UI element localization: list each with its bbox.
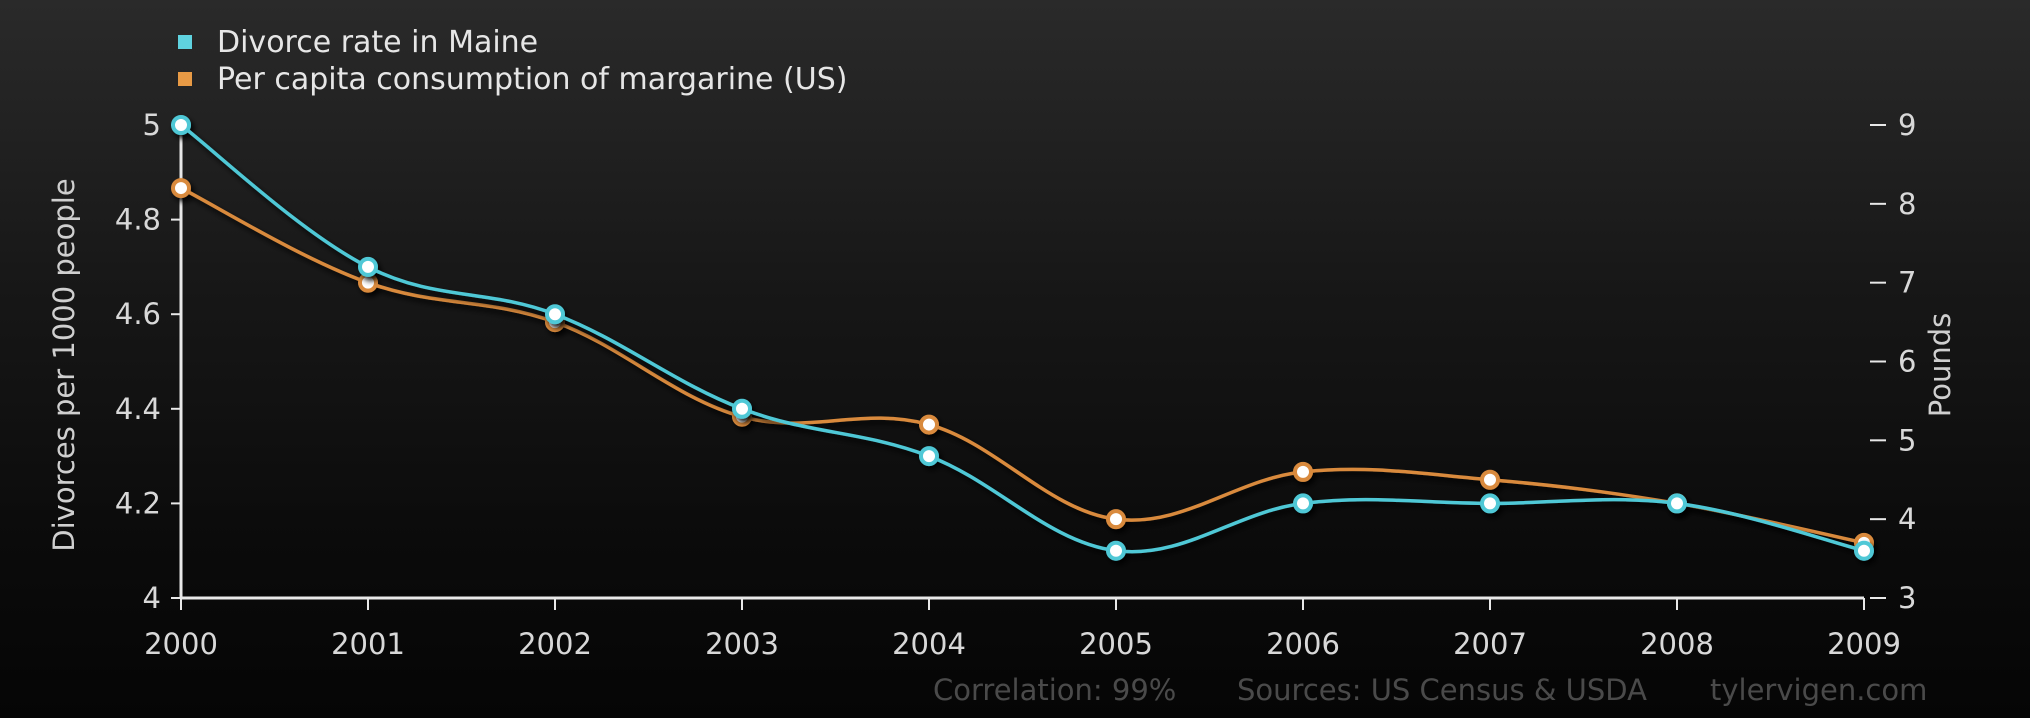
- footer: Correlation: 99% Sources: US Census & US…: [933, 673, 1927, 707]
- x-axis-ticks: 2000 2001 2002 2003 2004 2005 2006 2007 2008 2009: [144, 598, 1901, 661]
- legend-label-margarine: Per capita consumption of margarine (US): [217, 62, 847, 97]
- data-point: [1480, 493, 1500, 514]
- x-tick-label: 2006: [1266, 627, 1340, 661]
- data-point: [358, 256, 378, 277]
- data-point: [545, 304, 565, 325]
- x-tick-label: 2007: [1453, 627, 1527, 661]
- left-tick-label: 4.4: [115, 392, 161, 426]
- legend: Divorce rate in Maine Per capita consump…: [178, 25, 847, 97]
- data-point: [919, 414, 939, 435]
- right-tick-label: 4: [1898, 502, 1916, 536]
- x-tick-label: 2000: [144, 627, 218, 661]
- series-margarine: [171, 178, 1874, 553]
- axes: 2000 2001 2002 2003 2004 2005 2006 2007 2008 2009…: [47, 108, 1957, 661]
- data-point: [1293, 461, 1313, 482]
- left-axis-ticks: 4 4.2 4.4 4.6 4.8 5: [115, 108, 181, 615]
- left-tick-label: 4.6: [115, 297, 161, 331]
- right-tick-label: 6: [1898, 345, 1916, 379]
- left-tick-label: 4.2: [115, 486, 161, 520]
- x-tick-label: 2005: [1079, 627, 1153, 661]
- x-tick-label: 2002: [518, 627, 592, 661]
- right-tick-label: 9: [1898, 108, 1916, 142]
- series-line: [179, 123, 1865, 554]
- series-layer: [171, 115, 1874, 561]
- data-point: [1106, 540, 1126, 561]
- legend-label-divorce: Divorce rate in Maine: [217, 25, 538, 60]
- right-tick-label: 7: [1898, 266, 1916, 300]
- right-tick-label: 3: [1898, 581, 1916, 615]
- right-axis-ticks: 3 4 5 6 7 8 9: [1870, 108, 1916, 615]
- x-tick-label: 2001: [331, 627, 405, 661]
- series-line: [180, 186, 1865, 545]
- footer-site: tylervigen.com: [1710, 673, 1927, 707]
- right-tick-label: 5: [1898, 423, 1916, 457]
- left-tick-label: 4: [143, 581, 161, 615]
- data-point: [358, 272, 378, 293]
- data-point: [171, 115, 191, 135]
- data-point: [1106, 509, 1126, 530]
- footer-sources: Sources: US Census & USDA: [1237, 673, 1647, 707]
- data-point: [171, 178, 191, 199]
- x-tick-label: 2008: [1640, 627, 1714, 661]
- legend-swatch-margarine: [178, 72, 192, 86]
- left-tick-label: 4.8: [115, 203, 161, 237]
- footer-correlation: Correlation: 99%: [933, 673, 1176, 707]
- x-tick-label: 2004: [892, 627, 966, 661]
- series-divorce-rate: [171, 115, 1874, 561]
- right-axis-title: Pounds: [1923, 313, 1957, 417]
- data-point: [732, 398, 752, 419]
- left-axis-title: Divorces per 1000 people: [47, 178, 81, 551]
- left-tick-label: 5: [143, 108, 161, 142]
- data-point: [1854, 540, 1874, 561]
- data-point: [1293, 493, 1313, 514]
- data-point: [1480, 469, 1500, 490]
- data-point: [919, 446, 939, 467]
- x-tick-label: 2003: [705, 627, 779, 661]
- x-tick-label: 2009: [1827, 627, 1901, 661]
- data-point: [1667, 493, 1687, 514]
- legend-swatch-divorce: [178, 35, 192, 49]
- right-tick-label: 8: [1898, 187, 1916, 221]
